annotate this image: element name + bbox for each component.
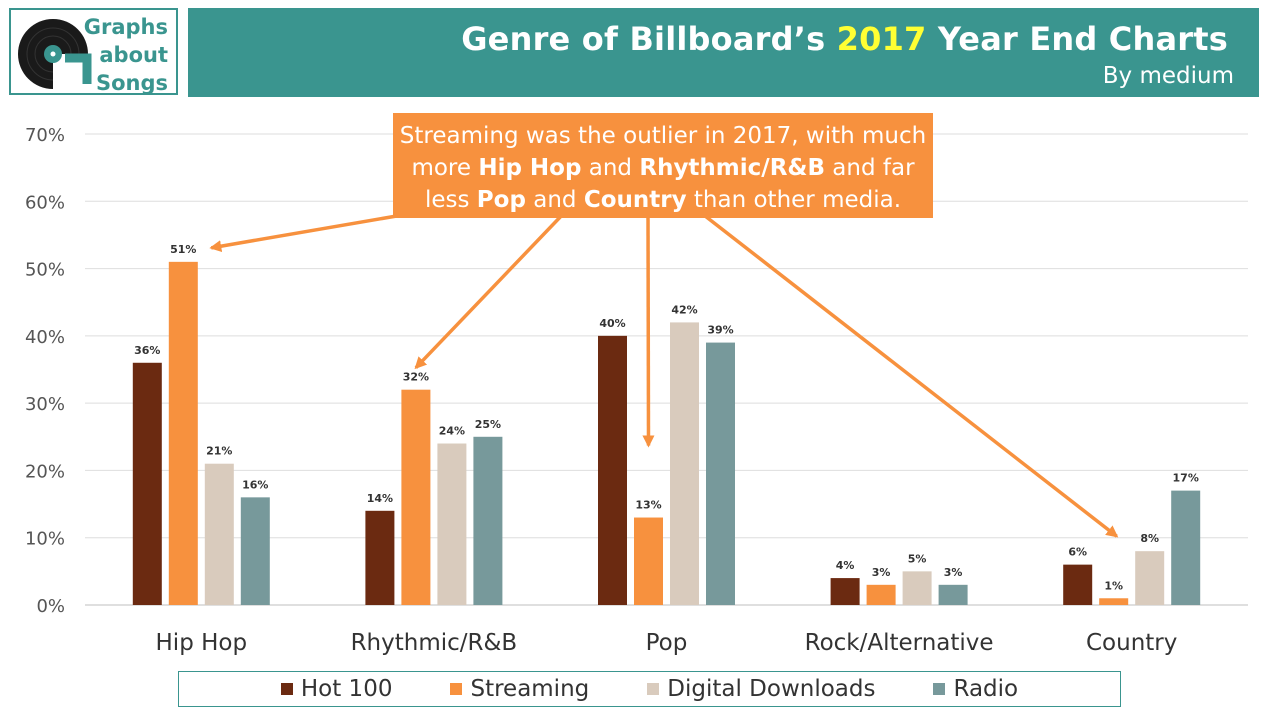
legend-item-radio: Radio	[933, 676, 1018, 702]
y-tick-label: 70%	[25, 125, 65, 146]
data-label: 40%	[599, 317, 625, 330]
bar-country-streaming	[1099, 598, 1129, 605]
title-year: 2017	[836, 20, 927, 58]
data-label: 39%	[707, 324, 733, 337]
logo-line-2: about	[99, 43, 168, 67]
legend-label-hot100: Hot 100	[300, 676, 393, 702]
bar-rock-alternative-hot100	[830, 578, 860, 605]
callout-text-3: and far less	[424, 155, 915, 213]
bar-rhythmic-r-b-hot100	[365, 510, 395, 605]
bar-rock-alternative-radio	[938, 584, 968, 605]
y-tick-label: 30%	[25, 394, 65, 415]
bar-rhythmic-r-b-downloads	[437, 443, 467, 605]
vinyl-record-icon	[18, 19, 97, 92]
data-label: 16%	[242, 478, 268, 491]
data-label: 4%	[836, 559, 855, 572]
x-category-label: Country	[1086, 630, 1177, 656]
annotation-arrow-country	[698, 210, 1119, 538]
y-tick-label: 60%	[25, 192, 65, 213]
bar-rock-alternative-downloads	[902, 571, 932, 605]
bar-country-downloads	[1135, 551, 1165, 605]
bar-country-hot100	[1063, 564, 1093, 605]
logo-text: Graphs about Songs	[84, 13, 168, 97]
legend-swatch-hot100	[280, 683, 293, 695]
annotation-arrow-pop	[642, 211, 655, 448]
data-label: 1%	[1104, 579, 1123, 592]
x-category-label: Pop	[646, 630, 688, 656]
legend-label-streaming: Streaming	[470, 676, 590, 702]
data-label: 36%	[134, 344, 160, 357]
bar-hip-hop-hot100	[132, 362, 162, 605]
callout-text-4: and	[525, 187, 584, 213]
data-label: 21%	[206, 445, 232, 458]
data-label: 13%	[635, 499, 661, 512]
legend-item-streaming: Streaming	[450, 676, 589, 702]
bar-pop-downloads	[670, 322, 699, 605]
data-label: 14%	[367, 492, 393, 505]
logo-line-3: Songs	[95, 71, 168, 95]
bar-pop-hot100	[598, 335, 627, 605]
callout-bold-hiphop: Hip Hop	[478, 155, 582, 181]
x-category-label: Rhythmic/R&B	[351, 630, 518, 656]
bar-rock-alternative-streaming	[866, 584, 896, 605]
data-label: 5%	[908, 552, 927, 565]
bar-hip-hop-downloads	[204, 463, 234, 605]
data-label: 6%	[1068, 546, 1087, 559]
callout-text-1: Streaming was the outlier in 2017, with …	[399, 123, 927, 181]
x-category-label: Rock/Alternative	[805, 630, 994, 656]
y-tick-label: 10%	[25, 529, 65, 550]
legend-label-radio: Radio	[953, 676, 1019, 702]
data-label: 51%	[170, 243, 196, 256]
callout-bold-pop: Pop	[476, 187, 526, 213]
bar-pop-streaming	[634, 517, 663, 605]
logo-line-1: Graphs	[83, 15, 168, 39]
y-tick-label: 20%	[25, 461, 65, 482]
data-label: 3%	[944, 566, 963, 579]
legend-swatch-downloads	[647, 683, 660, 695]
x-category-label: Hip Hop	[156, 630, 248, 656]
chart-title: Genre of Billboard’s 2017 Year End Chart…	[461, 20, 1228, 58]
data-label: 24%	[439, 425, 465, 438]
bar-hip-hop-streaming	[168, 261, 198, 605]
legend-label-downloads: Digital Downloads	[667, 676, 876, 702]
callout-bold-country: Country	[583, 187, 687, 213]
bar-hip-hop-radio	[240, 497, 270, 605]
title-suffix: Year End Charts	[926, 20, 1228, 58]
legend-item-downloads: Digital Downloads	[647, 676, 875, 702]
data-label: 3%	[872, 566, 891, 579]
callout-bold-rnb: Rhythmic/R&B	[639, 155, 825, 181]
bar-pop-radio	[706, 342, 735, 605]
bar-rhythmic-r-b-radio	[473, 436, 503, 605]
legend-item-hot100: Hot 100	[280, 676, 393, 702]
annotation-arrow-hip-hop	[209, 210, 421, 253]
legend-swatch-streaming	[450, 683, 463, 695]
data-label: 32%	[403, 371, 429, 384]
y-tick-label: 50%	[25, 260, 65, 281]
data-label: 8%	[1140, 532, 1159, 545]
title-prefix: Genre of Billboard’s	[461, 20, 837, 58]
data-label: 42%	[671, 303, 697, 316]
callout-text-5: than other media.	[686, 187, 902, 213]
data-label: 17%	[1173, 472, 1199, 485]
annotation-callout: Streaming was the outlier in 2017, with …	[393, 113, 933, 218]
chart-subtitle: By medium	[1102, 63, 1234, 89]
annotation-arrow-rhythmic-r-b	[414, 210, 567, 370]
y-tick-label: 0%	[36, 596, 65, 617]
data-label: 25%	[475, 418, 501, 431]
bar-country-radio	[1171, 490, 1201, 605]
legend-swatch-radio	[933, 683, 946, 695]
callout-text-2: and	[581, 155, 640, 181]
y-tick-label: 40%	[25, 327, 65, 348]
title-bar: Genre of Billboard’s 2017 Year End Chart…	[188, 8, 1259, 97]
chart-legend: Hot 100 Streaming Digital Downloads Radi…	[178, 671, 1121, 707]
bar-rhythmic-r-b-streaming	[401, 389, 431, 605]
logo: Graphs about Songs	[9, 8, 178, 95]
